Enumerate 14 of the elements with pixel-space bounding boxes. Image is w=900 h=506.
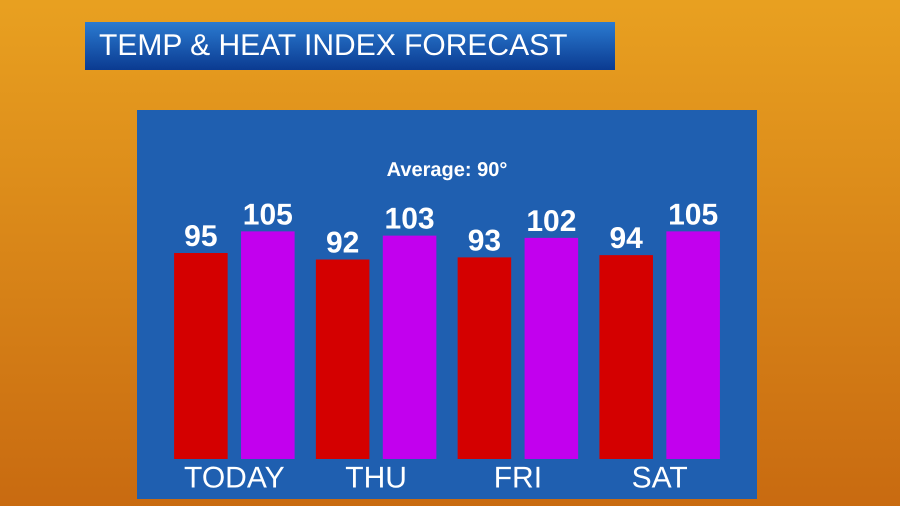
chart-title: TEMP & HEAT INDEX FORECAST	[85, 22, 615, 70]
x-tick-label: FRI	[494, 462, 542, 494]
data-label: 102	[526, 204, 576, 238]
data-label: 95	[184, 220, 218, 254]
data-label: 94	[609, 222, 644, 256]
data-label: 105	[242, 198, 293, 232]
x-tick-label: THU	[345, 462, 407, 494]
x-tick-label: TODAY	[184, 462, 285, 494]
x-tick-label: SAT	[632, 462, 688, 494]
data-label: 92	[326, 226, 360, 260]
data-label: 93	[468, 224, 502, 258]
text: Average: 90°	[386, 159, 508, 181]
data-label: 105	[668, 198, 718, 232]
data-label: 103	[384, 202, 435, 236]
